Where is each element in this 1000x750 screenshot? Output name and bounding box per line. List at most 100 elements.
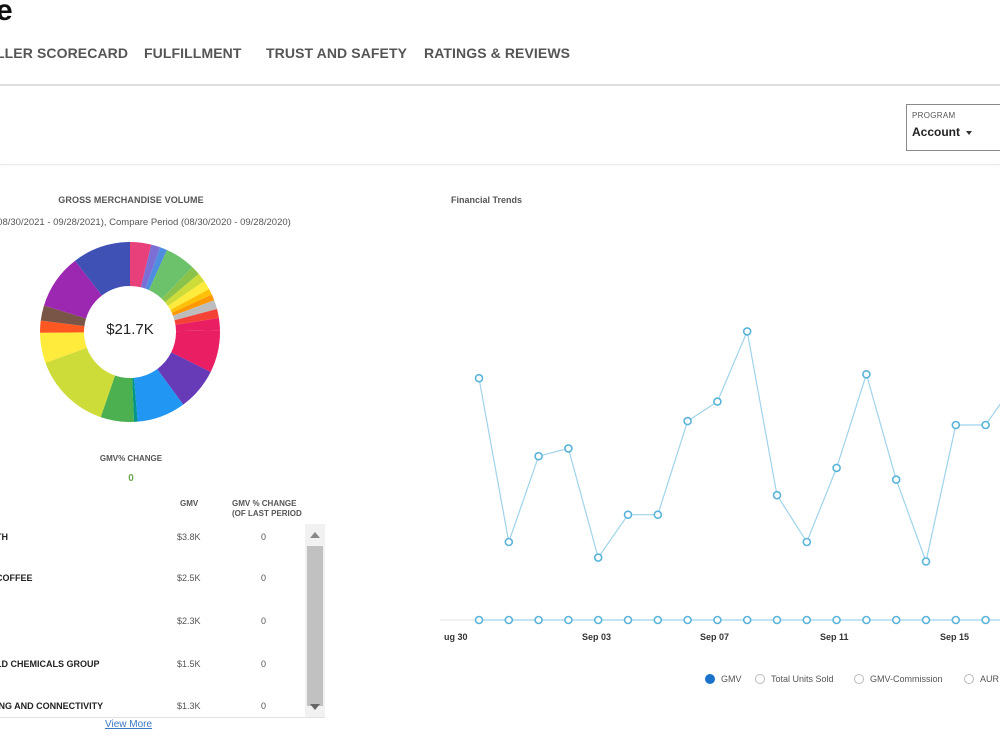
tab-trust-and-safety[interactable]: TRUST AND SAFETY <box>266 45 408 61</box>
legend-item-gmv-commission[interactable]: GMV-Commission <box>854 673 943 684</box>
row-change: 0 <box>261 701 267 711</box>
gmv-change-label: GMV% CHANGE <box>99 454 163 463</box>
tab-ratings-reviews[interactable]: RATINGS & REVIEWS <box>424 45 571 61</box>
data-point <box>981 615 990 625</box>
data-point <box>951 615 961 625</box>
program-label: PROGRAM <box>912 111 956 120</box>
donut-slice <box>130 242 152 288</box>
program-value-text: Account <box>912 125 960 139</box>
tab-seller-scorecard[interactable]: LLER SCORECARD <box>0 45 129 61</box>
data-point <box>951 420 961 430</box>
radio-selected-icon <box>705 673 715 684</box>
table-scrollbar[interactable] <box>305 524 325 718</box>
data-point <box>832 463 841 473</box>
donut-slice <box>171 330 220 372</box>
page-title: e <box>0 0 13 27</box>
series-line <box>478 329 1000 564</box>
gmv-title: GROSS MERCHANDISE VOLUME <box>58 195 204 205</box>
scroll-thumb[interactable] <box>307 546 323 706</box>
data-point <box>534 451 543 461</box>
scroll-down-icon[interactable] <box>310 704 320 710</box>
donut-slice <box>165 273 205 307</box>
view-more-link[interactable]: View More <box>105 719 153 730</box>
donut-slice <box>40 305 87 327</box>
chart-legend: GMV Total Units Sold GMV-Commission AUR <box>705 673 1000 688</box>
data-point <box>593 553 603 562</box>
row-gmv: $1.3K <box>177 701 201 711</box>
data-point <box>564 444 573 453</box>
x-tick-label: Sep 15 <box>940 632 969 642</box>
donut-slice <box>43 260 102 319</box>
gmv-total: $21.7K <box>106 321 154 338</box>
financial-trends-title: Financial Trends <box>451 195 523 205</box>
table-header-gmv: GMV <box>180 499 199 508</box>
radio-icon <box>854 673 864 684</box>
data-point <box>474 373 484 383</box>
row-gmv: $2.3K <box>177 616 201 626</box>
data-point <box>772 490 782 500</box>
data-point <box>713 615 722 625</box>
legend-label: GMV-Commission <box>870 674 943 684</box>
row-gmv: $2.5K <box>177 573 201 583</box>
donut-slice <box>173 300 218 321</box>
data-point <box>862 615 871 625</box>
data-point <box>653 510 663 520</box>
data-point <box>504 537 514 547</box>
donut-slice <box>171 294 215 316</box>
donut-slice <box>161 267 199 303</box>
donut-slice <box>148 249 193 299</box>
tab-fulfillment[interactable]: FULFILLMENT <box>144 45 242 61</box>
data-point <box>623 615 633 625</box>
data-point <box>921 615 931 625</box>
legend-label: Total Units Sold <box>771 674 834 684</box>
donut-slice <box>140 244 161 289</box>
donut-slice <box>40 320 85 333</box>
row-gmv: $1.5K <box>177 659 201 669</box>
donut-slice <box>45 347 116 418</box>
program-value: Account <box>912 125 972 139</box>
legend-label: AUR <box>980 674 1000 684</box>
data-point <box>683 416 692 426</box>
data-point <box>683 615 692 625</box>
donut-slice <box>175 318 220 332</box>
data-point <box>534 615 543 625</box>
row-change: 0 <box>261 573 267 583</box>
radio-icon <box>964 673 974 684</box>
donut-slice <box>133 369 184 422</box>
data-point <box>891 475 901 484</box>
data-point <box>772 615 782 625</box>
gmv-period: (08/30/2021 - 09/28/2021), Compare Perio… <box>0 217 291 228</box>
data-point <box>742 327 752 336</box>
data-point <box>981 420 990 430</box>
row-name: ING AND CONNECTIVITY <box>0 701 104 711</box>
data-point <box>891 615 901 625</box>
tabs-divider <box>0 84 1000 86</box>
row-change: 0 <box>261 659 267 669</box>
x-tick-label: ug 30 <box>444 632 468 642</box>
x-tick-label: Sep 11 <box>820 632 849 642</box>
legend-item-aur[interactable]: AUR <box>964 673 1000 684</box>
data-point <box>802 537 812 547</box>
row-name: COFFEE <box>0 573 33 583</box>
data-point <box>504 615 514 625</box>
row-name: TH <box>0 532 8 542</box>
row-gmv: $3.8K <box>177 532 201 542</box>
data-point <box>713 397 722 406</box>
donut-slice <box>100 375 134 422</box>
financial-trends-chart: ug 30 Sep 03 Sep 07 Sep 11 Sep 15 <box>440 327 1000 642</box>
legend-item-gmv[interactable]: GMV <box>705 673 742 684</box>
tab-bar: LLER SCORECARD FULFILLMENT TRUST AND SAF… <box>0 40 1000 70</box>
filter-divider <box>0 164 1000 165</box>
gmv-change-value: 0 <box>128 473 134 484</box>
scroll-up-icon[interactable] <box>310 532 320 538</box>
data-point <box>474 615 484 625</box>
program-select[interactable]: PROGRAM Account <box>906 104 1000 151</box>
data-point <box>623 510 633 520</box>
donut-slice <box>40 332 87 363</box>
data-point <box>802 615 812 625</box>
data-point <box>862 370 871 379</box>
legend-item-total-units-sold[interactable]: Total Units Sold <box>755 673 834 684</box>
legend-label: GMV <box>721 674 742 684</box>
donut-slice <box>157 352 211 405</box>
row-change: 0 <box>261 532 267 542</box>
